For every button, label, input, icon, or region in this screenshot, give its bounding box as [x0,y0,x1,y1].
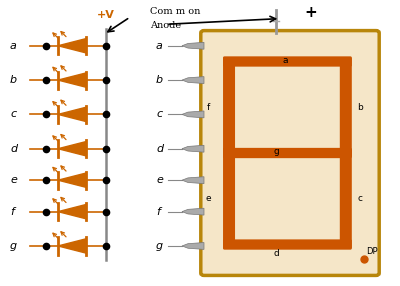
FancyBboxPatch shape [340,149,352,249]
Text: a: a [156,41,163,51]
Polygon shape [58,142,86,156]
Polygon shape [182,111,204,118]
Text: c: c [10,110,16,119]
Text: e: e [10,175,17,185]
FancyBboxPatch shape [223,57,235,157]
Text: e: e [156,175,163,185]
Polygon shape [182,42,204,49]
Polygon shape [58,73,86,87]
FancyBboxPatch shape [223,56,352,67]
Text: e: e [206,194,212,203]
Text: a: a [282,55,288,65]
Text: Anode: Anode [150,21,181,30]
Text: d: d [10,144,17,154]
FancyBboxPatch shape [340,57,352,157]
Polygon shape [182,243,204,249]
Text: Com m on: Com m on [150,7,200,16]
FancyBboxPatch shape [201,31,379,275]
Polygon shape [58,173,86,187]
Text: c: c [358,194,363,203]
Polygon shape [182,177,204,184]
Text: b: b [10,75,17,85]
Text: f: f [156,207,160,217]
Text: g: g [10,241,17,251]
Text: d: d [274,249,280,258]
Text: g: g [156,241,163,251]
Polygon shape [182,208,204,215]
Text: b: b [357,103,363,112]
Text: g: g [274,147,280,156]
Polygon shape [58,204,86,219]
Text: f: f [207,103,210,112]
Polygon shape [182,145,204,152]
Text: d: d [156,144,163,154]
Polygon shape [58,107,86,122]
FancyBboxPatch shape [223,149,235,249]
Text: f: f [10,207,14,217]
Text: +V: +V [97,10,115,20]
FancyBboxPatch shape [223,239,352,250]
Text: +: + [304,5,317,20]
Polygon shape [58,39,86,53]
Text: b: b [156,75,163,85]
Text: DP: DP [366,247,378,256]
Polygon shape [182,77,204,84]
FancyBboxPatch shape [223,148,352,158]
Polygon shape [58,239,86,253]
Text: a: a [10,41,17,51]
Text: c: c [156,110,162,119]
